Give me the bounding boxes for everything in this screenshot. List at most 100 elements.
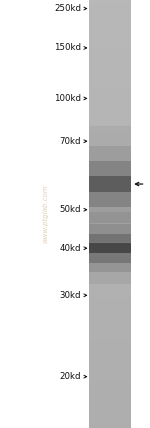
Bar: [88, 3, 130, 4]
Bar: [88, 83, 130, 84]
Bar: [88, 210, 130, 211]
Bar: [88, 258, 130, 260]
Bar: [88, 228, 130, 230]
Bar: [88, 333, 130, 334]
Bar: [88, 330, 130, 331]
Bar: [88, 140, 130, 141]
Bar: [88, 194, 130, 196]
Bar: [88, 86, 130, 87]
Bar: [88, 23, 130, 24]
Bar: [88, 1, 130, 3]
Bar: [88, 27, 130, 29]
Bar: [88, 157, 130, 158]
Bar: [88, 150, 130, 151]
Bar: [88, 300, 130, 301]
Bar: [88, 131, 130, 133]
Bar: [88, 51, 130, 53]
Bar: [88, 36, 130, 37]
Bar: [88, 20, 130, 21]
Bar: [88, 344, 130, 345]
Bar: [88, 238, 130, 240]
Bar: [88, 357, 130, 358]
Bar: [88, 80, 130, 81]
Bar: [88, 56, 130, 57]
Bar: [88, 43, 130, 44]
Bar: [88, 65, 130, 67]
Text: 150kd: 150kd: [54, 43, 81, 53]
Bar: [88, 382, 130, 384]
Bar: [88, 164, 130, 166]
Bar: [88, 303, 130, 304]
Bar: [88, 114, 130, 116]
Bar: [88, 277, 130, 278]
Bar: [88, 153, 130, 154]
Bar: [88, 279, 130, 281]
Bar: [88, 101, 130, 103]
Bar: [88, 147, 130, 149]
Bar: [88, 214, 130, 215]
Bar: [88, 121, 130, 123]
Bar: [88, 143, 130, 144]
Bar: [88, 14, 130, 16]
Bar: [88, 404, 130, 405]
Bar: [88, 405, 130, 407]
Bar: [88, 21, 130, 23]
Bar: [88, 308, 130, 309]
Bar: [88, 234, 130, 263]
Bar: [88, 81, 130, 83]
Bar: [88, 408, 130, 410]
Bar: [88, 166, 130, 167]
Bar: [88, 26, 130, 27]
Bar: [88, 212, 130, 284]
Bar: [88, 327, 130, 328]
Bar: [88, 377, 130, 378]
Bar: [88, 208, 130, 210]
Bar: [88, 180, 130, 181]
Bar: [88, 247, 130, 248]
Bar: [88, 134, 130, 136]
Bar: [88, 127, 130, 128]
Bar: [88, 221, 130, 223]
Bar: [88, 227, 130, 228]
Bar: [88, 61, 130, 63]
Bar: [88, 389, 130, 391]
Bar: [88, 161, 130, 207]
Bar: [88, 245, 130, 247]
Bar: [88, 146, 130, 223]
Bar: [88, 361, 130, 363]
Bar: [88, 425, 130, 427]
Bar: [88, 267, 130, 268]
Bar: [88, 89, 130, 90]
Bar: [88, 388, 130, 389]
Bar: [88, 119, 130, 120]
Bar: [88, 224, 130, 226]
Bar: [88, 31, 130, 33]
Bar: [88, 59, 130, 60]
Bar: [88, 217, 130, 218]
Bar: [88, 136, 130, 137]
Bar: [88, 421, 130, 422]
Bar: [88, 278, 130, 279]
Bar: [88, 188, 130, 190]
Bar: [88, 84, 130, 86]
Bar: [88, 196, 130, 197]
Bar: [88, 77, 130, 78]
Bar: [88, 368, 130, 369]
Bar: [88, 46, 130, 47]
Bar: [88, 4, 130, 6]
Bar: [88, 160, 130, 161]
Bar: [88, 298, 130, 300]
Bar: [88, 211, 130, 213]
Bar: [88, 398, 130, 399]
Bar: [88, 9, 130, 10]
Bar: [88, 318, 130, 320]
Bar: [88, 201, 130, 202]
Bar: [88, 410, 130, 411]
Bar: [88, 331, 130, 333]
Bar: [88, 339, 130, 341]
Bar: [88, 30, 130, 31]
Bar: [88, 97, 130, 98]
Bar: [88, 71, 130, 73]
Bar: [88, 98, 130, 100]
Bar: [88, 146, 130, 147]
